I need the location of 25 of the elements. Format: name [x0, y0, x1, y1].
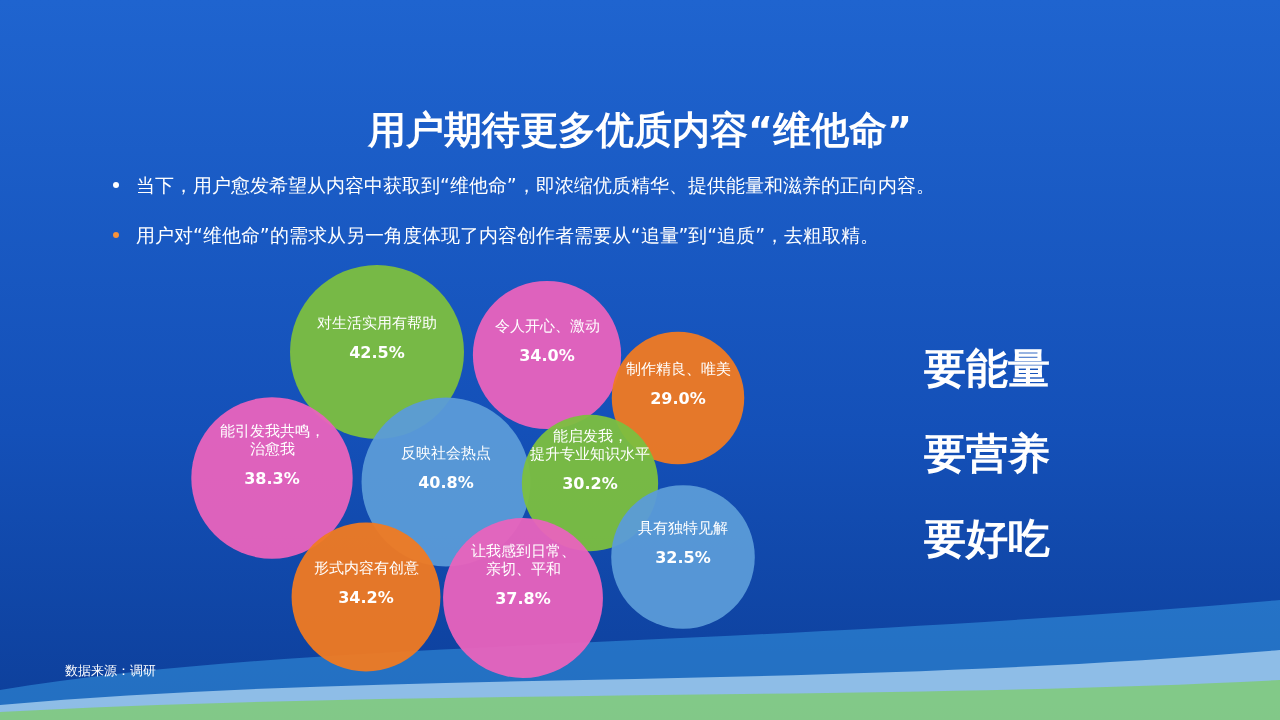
category-label: 能引发我共鸣，治愈我	[219, 422, 325, 458]
data-label: 34.0%	[519, 346, 575, 365]
category-label: 具有独特见解	[638, 519, 728, 537]
category-label: 制作精良、唯美	[625, 360, 731, 378]
category-label: 反映社会热点	[401, 444, 491, 462]
data-label: 42.5%	[349, 343, 405, 362]
data-label: 40.8%	[418, 473, 474, 492]
category-label: 让我感到日常、亲切、平和	[470, 542, 576, 578]
text: 要好吃	[924, 514, 1050, 563]
category-label: 能启发我，提升专业知识水平	[530, 427, 650, 463]
source-note: 数据来源：调研	[65, 663, 156, 678]
text: 要营养	[924, 429, 1050, 478]
category-label: 对生活实用有帮助	[317, 314, 437, 332]
text: 要能量	[924, 344, 1050, 393]
category-label: 形式内容有创意	[313, 559, 419, 577]
data-label: 30.2%	[562, 474, 618, 493]
data-label: 34.2%	[338, 588, 394, 607]
text: 用户期待更多优质内容“维他命”	[367, 108, 912, 152]
text: 用户对“维他命”的需求从另一角度体现了内容创作者需要从“追量”到“追质”，去粗取精。	[136, 224, 880, 246]
data-label: 29.0%	[650, 389, 706, 408]
data-label: 38.3%	[244, 469, 300, 488]
text: 当下，用户愈发希望从内容中获取到“维他命”，即浓缩优质精华、提供能量和滋养的正向内容。	[136, 174, 935, 196]
data-label: 32.5%	[655, 548, 711, 567]
data-label: 37.8%	[495, 589, 551, 608]
category-label: 令人开心、激动	[494, 317, 600, 335]
